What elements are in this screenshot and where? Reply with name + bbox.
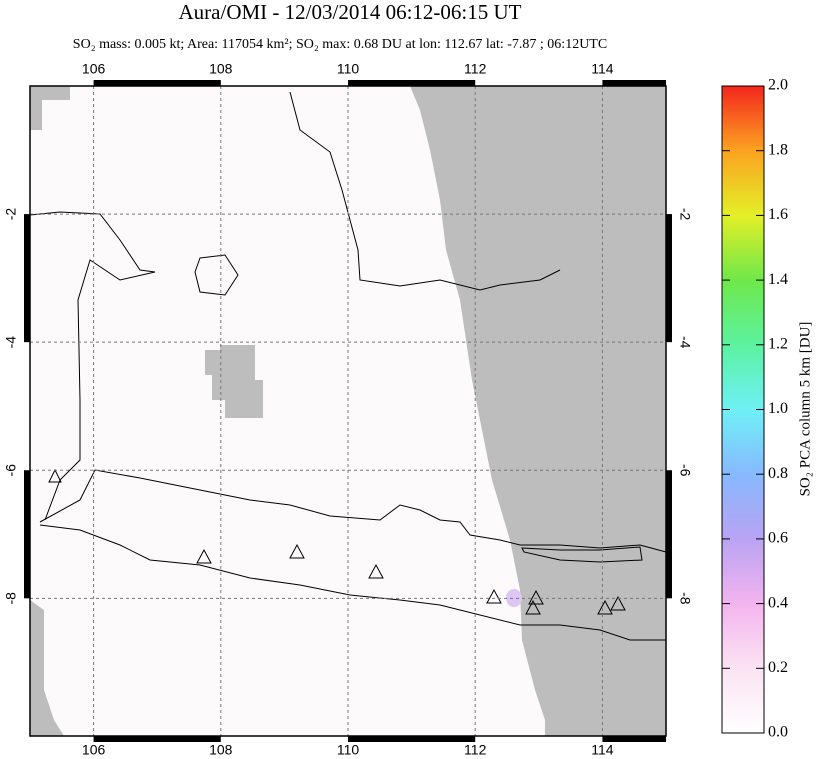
y-tick-label: -2: [677, 208, 693, 221]
frame-bar: [24, 214, 30, 343]
colorbar-tick-label: 1.6: [768, 206, 788, 223]
colorbar-tick-label: 0.8: [768, 465, 788, 482]
colorbar-tick-label: 2.0: [768, 77, 788, 94]
volcano: [289, 543, 305, 559]
frame-bar: [666, 470, 672, 599]
so2-plume: [506, 589, 522, 607]
frame-bar: [602, 736, 666, 742]
colorbar-tick-label: 1.4: [768, 271, 788, 288]
subtitle: SO₂ mass: 0.005 kt; Area: 117054 km²; SO…: [73, 37, 607, 52]
colorbar-tick-label: 1.2: [768, 335, 788, 352]
volcano: [48, 468, 62, 483]
x-tick-label: 106: [82, 742, 106, 758]
coastline: [39, 524, 666, 641]
frame-bar: [348, 80, 476, 86]
map-body: [24, 80, 672, 742]
colorbar-tick-label: 0.2: [768, 659, 788, 676]
y-tick-label: -2: [3, 208, 19, 221]
graticule: [24, 80, 672, 742]
x-tick-label: 106: [82, 61, 106, 77]
colorbar-tick-label: 0.4: [768, 594, 788, 611]
no-data-region: [30, 600, 64, 736]
y-tick-label: -4: [677, 336, 693, 349]
x-tick-label: 110: [337, 742, 360, 758]
y-tick-label: -4: [3, 336, 19, 349]
coastline: [39, 469, 667, 553]
frame-bar: [93, 736, 221, 742]
colorbar-tick-label: 1.8: [768, 141, 788, 158]
x-tick-label: 114: [591, 61, 614, 77]
x-tick-label: 108: [209, 742, 233, 758]
colorbar-label: SO₂ PCA column 5 km [DU]: [797, 322, 813, 497]
coastline: [29, 211, 156, 521]
title: Aura/OMI - 12/03/2014 06:12-06:15 UT: [179, 0, 522, 24]
x-tick-label: 114: [591, 742, 614, 758]
volcano: [528, 589, 544, 605]
y-tick-label: -8: [3, 592, 19, 605]
volcano: [525, 599, 541, 615]
frame-bar: [24, 470, 30, 599]
coastline: [194, 254, 239, 296]
volcano: [486, 588, 502, 604]
coastline: [521, 546, 643, 563]
colorbar-tick-label: 0.0: [768, 724, 788, 741]
colorbar-tick-label: 1.0: [768, 400, 788, 417]
x-tick-label: 112: [464, 61, 487, 77]
coastline: [289, 91, 561, 291]
frame-bar: [602, 80, 666, 86]
y-tick-label: -6: [677, 464, 693, 477]
volcano: [196, 548, 212, 564]
no-data-region: [205, 345, 263, 418]
x-tick-label: 110: [337, 61, 360, 77]
x-tick-label: 112: [464, 742, 487, 758]
volcano: [368, 563, 384, 579]
no-data-region: [30, 86, 70, 130]
map-frame: [29, 85, 667, 737]
frame-bar: [93, 80, 221, 86]
x-tick-label: 108: [209, 61, 233, 77]
y-tick-label: -6: [3, 464, 19, 477]
frame-bar: [666, 214, 672, 343]
volcano: [597, 599, 613, 615]
frame-bar: [348, 736, 476, 742]
colorbar-tick-label: 0.6: [768, 530, 788, 547]
volcano-markers: [48, 468, 626, 615]
volcano: [610, 595, 626, 611]
y-tick-label: -8: [677, 592, 693, 605]
